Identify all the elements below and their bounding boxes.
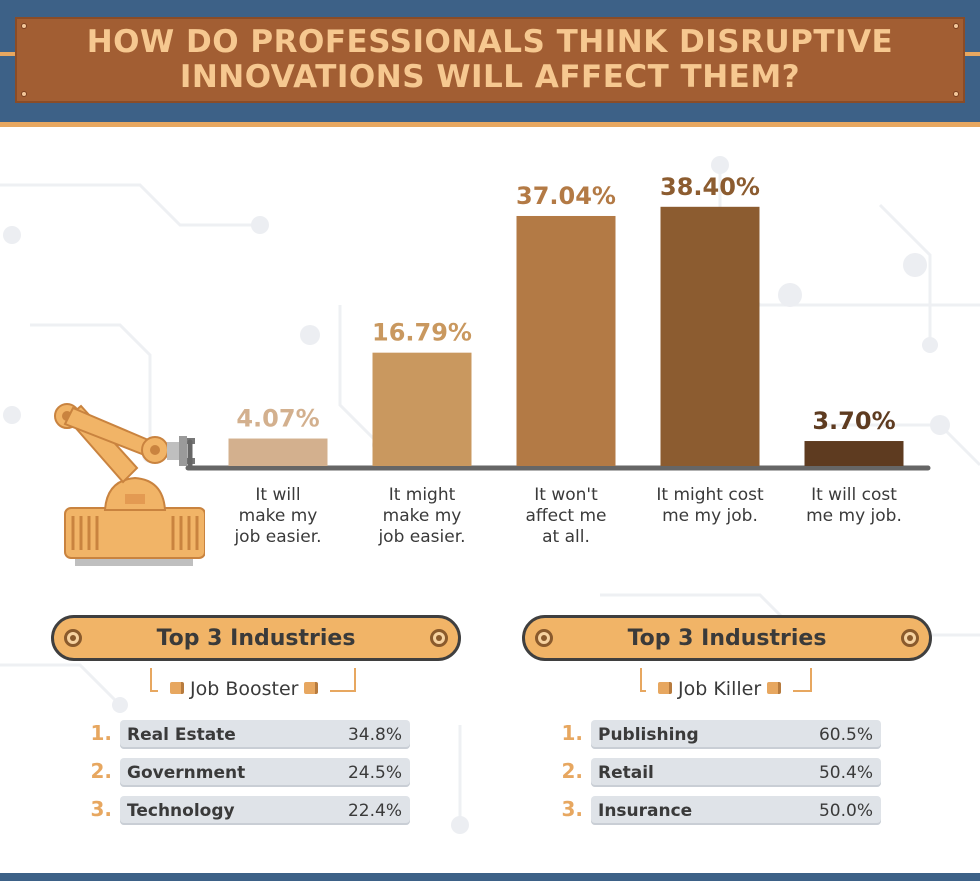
rivet-icon <box>21 23 27 29</box>
rank-pill: Retail 50.4% <box>591 758 881 787</box>
bracket-clip-icon <box>658 681 672 694</box>
category-label-line: job easier. <box>234 527 322 547</box>
gear-icon <box>535 629 553 647</box>
bar-5 <box>804 441 904 466</box>
rank-number: 3. <box>561 797 583 821</box>
industry-percentage: 60.5% <box>818 725 873 745</box>
industry-percentage: 24.5% <box>347 763 402 783</box>
page-title-line-2: INNOVATIONS WILL AFFECT THEM? <box>179 59 801 95</box>
rivet-icon <box>21 91 27 97</box>
industry-percentage: 50.4% <box>818 763 873 783</box>
booster-belt: Top 3 Industries <box>51 615 461 661</box>
page-title-line-1: HOW DO PROFESSIONALS THINK DISRUPTIVE <box>86 24 894 60</box>
rivet-icon <box>953 91 959 97</box>
rank-number: 1. <box>561 721 583 745</box>
booster-list-item: 3. Technology 22.4% <box>82 796 412 825</box>
category-label-line: me my job. <box>806 506 902 526</box>
footer-band <box>0 873 980 881</box>
category-label-3: It won't affect me at all. <box>501 485 631 548</box>
category-label-line: make my <box>382 506 462 526</box>
booster-list-item: 2. Government 24.5% <box>82 758 412 787</box>
bar-3 <box>516 215 616 466</box>
booster-subtitle-text: Job Booster <box>190 678 299 700</box>
category-label-5: It will cost me my job. <box>789 485 919 527</box>
rank-pill: Publishing 60.5% <box>591 720 881 749</box>
bar-1 <box>228 438 328 466</box>
bracket-clip-icon <box>304 681 319 694</box>
rank-number: 3. <box>90 797 112 821</box>
killer-list-item: 3. Insurance 50.0% <box>553 796 883 825</box>
industry-percentage: 22.4% <box>347 801 402 821</box>
category-label-1: It will make my job easier. <box>213 485 343 548</box>
killer-title: Top 3 Industries <box>627 625 827 651</box>
header-line-right <box>950 52 980 56</box>
bar-value-label-1: 4.07% <box>236 405 319 433</box>
killer-list-item: 2. Retail 50.4% <box>553 758 883 787</box>
robot-arm-icon <box>54 403 205 566</box>
page-title: HOW DO PROFESSIONALS THINK DISRUPTIVE IN… <box>40 25 940 95</box>
category-label-line: It might cost <box>656 485 764 505</box>
industry-name: Retail <box>598 763 654 783</box>
industry-name: Real Estate <box>127 725 236 745</box>
killer-subtitle-wrap: Job Killer <box>640 668 812 714</box>
category-label-line: It will cost <box>811 485 897 505</box>
bar-value-label-3: 37.04% <box>516 182 616 210</box>
category-label-line: It might <box>388 485 456 505</box>
gear-icon <box>430 629 448 647</box>
booster-subtitle: Job Booster <box>158 678 331 700</box>
industry-name: Technology <box>127 801 235 821</box>
killer-list-item: 1. Publishing 60.5% <box>553 720 883 749</box>
booster-subtitle-wrap: Job Booster <box>150 668 356 714</box>
category-label-line: job easier. <box>378 527 466 547</box>
header-stripe <box>0 122 980 127</box>
industry-percentage: 50.0% <box>818 801 873 821</box>
category-label-line: me my job. <box>662 506 758 526</box>
industry-name: Publishing <box>598 725 699 745</box>
rank-pill: Insurance 50.0% <box>591 796 881 825</box>
category-label-line: at all. <box>542 527 590 547</box>
bar-value-label-2: 16.79% <box>372 319 472 347</box>
bracket-clip-icon <box>170 681 184 694</box>
bar-value-label-5: 3.70% <box>812 407 895 435</box>
bracket-clip-icon <box>767 681 782 694</box>
rank-number: 1. <box>90 721 112 745</box>
industry-percentage: 34.8% <box>347 725 402 745</box>
rank-pill: Technology 22.4% <box>120 796 410 825</box>
industry-name: Government <box>127 763 246 783</box>
bar-4 <box>660 206 760 467</box>
rank-number: 2. <box>561 759 583 783</box>
rank-pill: Government 24.5% <box>120 758 410 787</box>
category-label-line: make my <box>238 506 318 526</box>
category-label-2: It might make my job easier. <box>357 485 487 548</box>
rank-pill: Real Estate 34.8% <box>120 720 410 749</box>
killer-belt: Top 3 Industries <box>522 615 932 661</box>
booster-list-item: 1. Real Estate 34.8% <box>82 720 412 749</box>
rivet-icon <box>953 23 959 29</box>
gear-icon <box>64 629 82 647</box>
booster-title: Top 3 Industries <box>156 625 356 651</box>
bar-2 <box>372 352 472 466</box>
bar-value-label-4: 38.40% <box>660 173 760 201</box>
category-label-line: It will <box>255 485 301 505</box>
industry-name: Insurance <box>598 801 693 821</box>
category-label-line: affect me <box>525 506 607 526</box>
category-label-4: It might cost me my job. <box>645 485 775 527</box>
rank-number: 2. <box>90 759 112 783</box>
gear-icon <box>901 629 919 647</box>
killer-subtitle-text: Job Killer <box>678 678 762 700</box>
title-plate: HOW DO PROFESSIONALS THINK DISRUPTIVE IN… <box>15 17 965 103</box>
killer-subtitle: Job Killer <box>646 678 794 700</box>
category-label-line: It won't <box>534 485 598 505</box>
